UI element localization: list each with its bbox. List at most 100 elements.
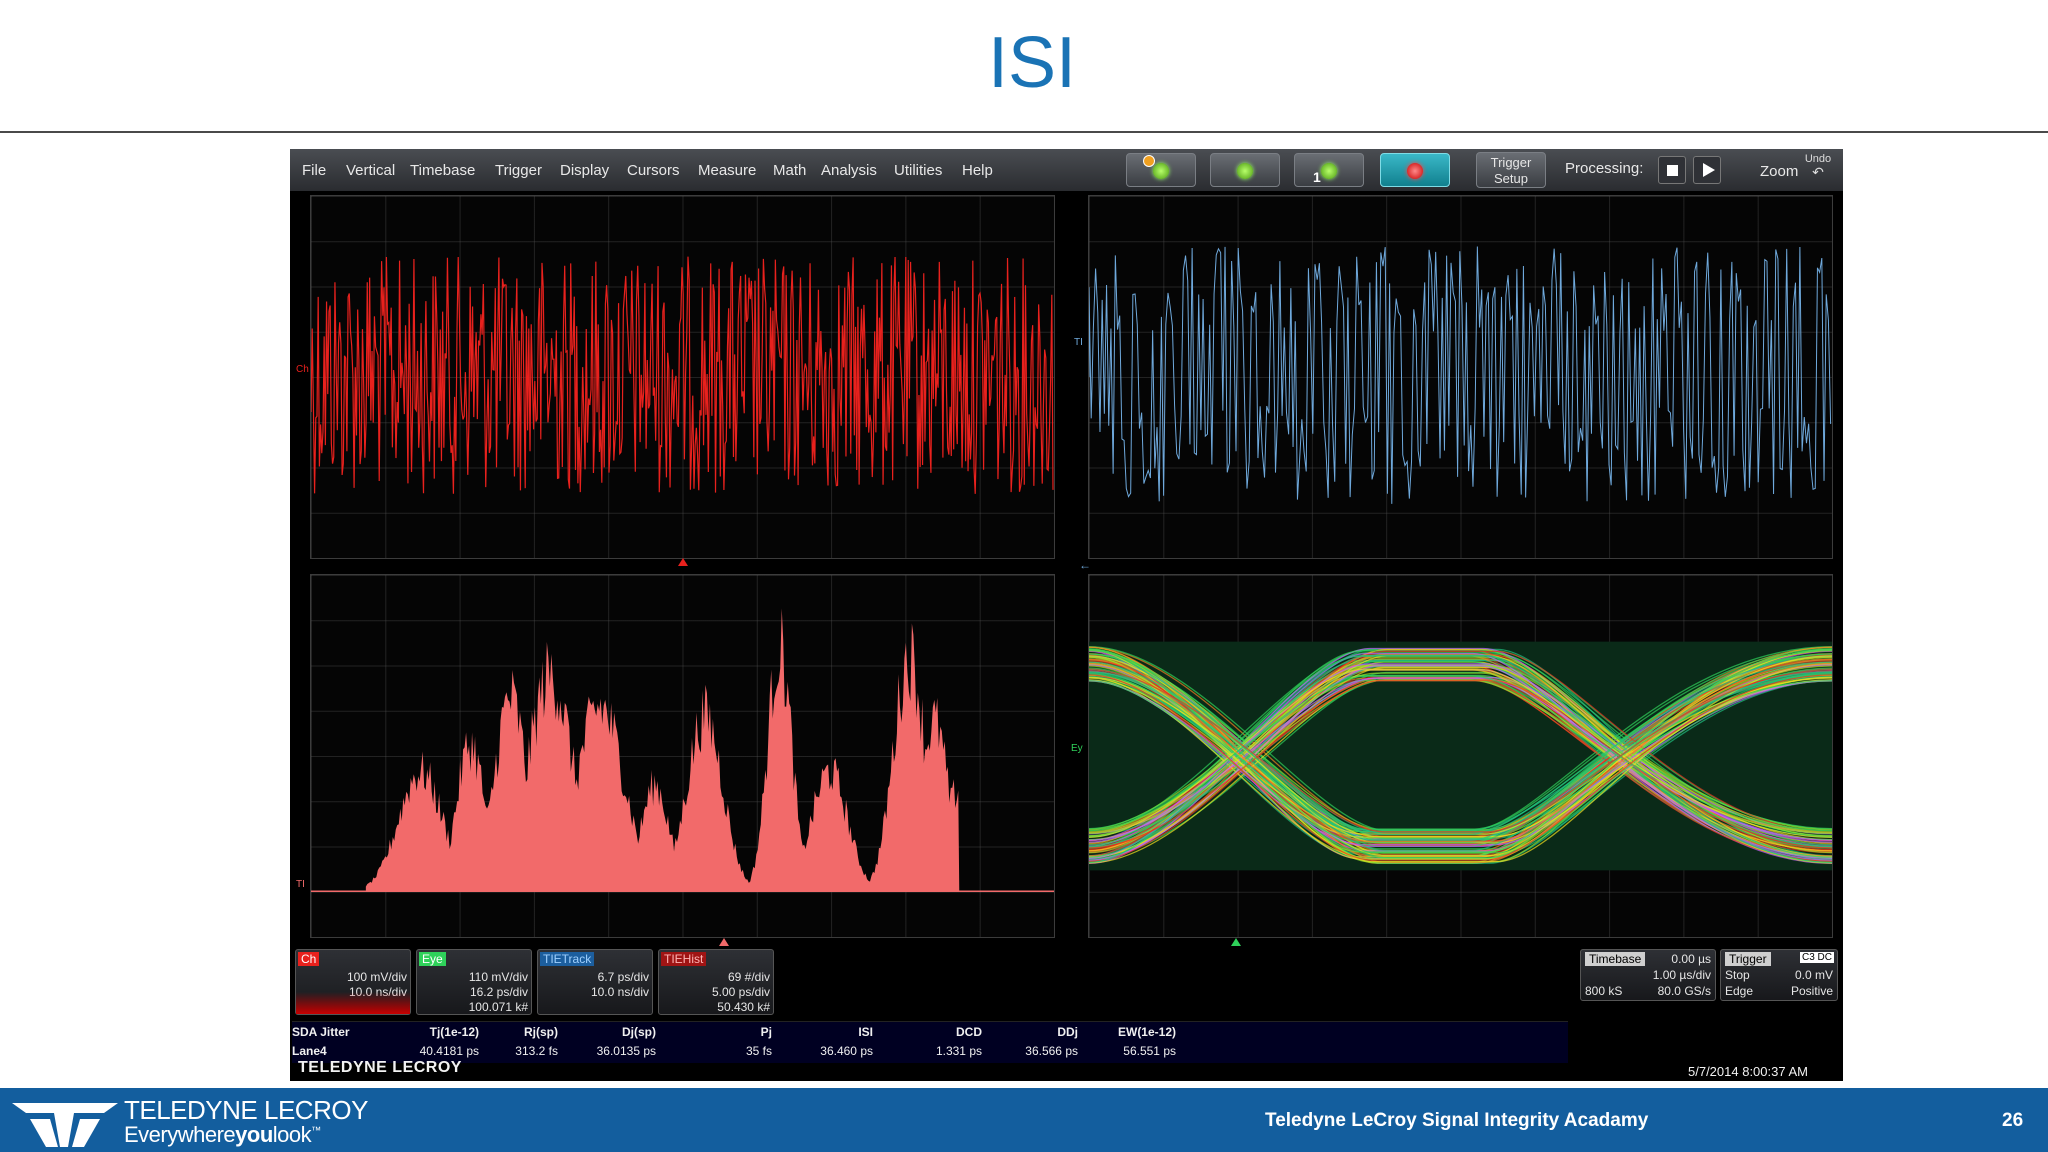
menu-vertical[interactable]: Vertical — [346, 162, 396, 179]
trigger-setup-button[interactable]: Trigger Setup — [1476, 152, 1546, 188]
footer-academy-title: Teledyne LeCroy Signal Integrity Acadamy — [1265, 1110, 1649, 1131]
eye-diagram-grid[interactable] — [1088, 574, 1833, 938]
badge-value: 50.430 k# — [717, 1000, 770, 1014]
trigger-slope: Positive — [1790, 984, 1833, 998]
trigger-box[interactable]: Trigger C3 DC Stop 0.0 mV Edge Positive — [1720, 949, 1838, 1001]
measure-value: 56.551 ps — [1123, 1044, 1176, 1058]
eye-trace — [1089, 654, 1832, 858]
timebase-box[interactable]: Timebase 0.00 µs 1.00 µs/div 800 kS 80.0… — [1580, 949, 1716, 1001]
menu-utilities[interactable]: Utilities — [894, 162, 943, 179]
histogram-area — [365, 608, 960, 892]
footer-brand-name: TELEDYNE LECROY — [124, 1095, 368, 1125]
measure-value: 36.0135 ps — [596, 1044, 656, 1058]
badge-value: 100 mV/div — [346, 970, 407, 984]
tie-track-grid-label: TI — [1074, 337, 1083, 348]
oscilloscope-screen: File Vertical Timebase Trigger Display C… — [290, 149, 1843, 1081]
eye-grid-label: Ey — [1071, 743, 1083, 754]
trigger-label: Trigger — [1725, 952, 1771, 966]
auto-trigger-button[interactable] — [1210, 153, 1280, 187]
zoom-button[interactable]: Zoom — [1760, 163, 1799, 180]
tie-hist-grid-label: TI — [296, 879, 305, 890]
channel-badge-tietrack[interactable]: TIETrack 6.7 ps/div 10.0 ns/div — [537, 949, 653, 1015]
clock-icon — [1143, 155, 1155, 167]
scope-brand-logo: TELEDYNE LECROY — [298, 1059, 462, 1076]
stop-led-icon — [1407, 163, 1423, 179]
badge-value: 5.00 ps/div — [711, 985, 770, 999]
channel-badge-tiehist[interactable]: TIEHist 69 #/div 5.00 ps/div 50.430 k# — [658, 949, 774, 1015]
measure-header: Pj — [760, 1025, 772, 1039]
title-divider — [0, 131, 2048, 133]
trigger-marker-icon — [678, 558, 688, 566]
eye-trace — [1089, 646, 1832, 832]
channel-trace — [311, 256, 1054, 494]
trigger-type: Edge — [1725, 984, 1754, 998]
eye-trace — [1089, 679, 1832, 849]
measure-row-label: Lane4 — [292, 1044, 327, 1058]
menu-help[interactable]: Help — [962, 162, 993, 179]
eye-trace — [1089, 650, 1832, 834]
menu-cursors[interactable]: Cursors — [627, 162, 680, 179]
measure-value: 1.331 ps — [935, 1044, 982, 1058]
status-led-icon — [1321, 163, 1337, 179]
timebase-rate: 80.0 GS/s — [1657, 984, 1711, 998]
timestamp: 5/7/2014 8:00:37 AM — [1688, 1064, 1808, 1079]
badge-value: 10.0 ns/div — [590, 985, 649, 999]
eye-trace — [1089, 664, 1832, 830]
badge-value: 6.7 ps/div — [597, 970, 649, 984]
channel-badge-eye[interactable]: Eye 110 mV/div 16.2 ps/div 100.071 k# — [416, 949, 532, 1015]
undo-label: Undo — [1804, 153, 1832, 165]
menu-display[interactable]: Display — [560, 162, 610, 179]
timebase-samples: 800 kS — [1585, 984, 1623, 998]
measure-header: DCD — [956, 1025, 982, 1039]
timebase-label: Timebase — [1585, 952, 1646, 966]
menu-analysis[interactable]: Analysis — [821, 162, 877, 179]
menu-file[interactable]: File — [302, 162, 327, 179]
measure-value: 36.460 ps — [820, 1044, 873, 1058]
channel-waveform-grid[interactable] — [310, 195, 1055, 559]
run-processing-button[interactable] — [1693, 156, 1721, 184]
page-number: 26 — [2002, 1110, 2024, 1131]
trigger-setup-line1: Trigger — [1490, 155, 1532, 170]
footer-tagline: Everywhereyoulook™ — [124, 1122, 321, 1147]
menu-math[interactable]: Math — [773, 162, 807, 179]
stop-processing-button[interactable] — [1658, 156, 1686, 184]
tie-track-grid[interactable] — [1088, 195, 1833, 559]
eye-trace — [1089, 672, 1832, 834]
tie-histogram-grid[interactable] — [310, 574, 1055, 938]
status-led-icon — [1237, 163, 1253, 179]
measure-value: 36.566 ps — [1025, 1044, 1078, 1058]
eye-trace — [1089, 665, 1832, 861]
eye-trace — [1089, 676, 1832, 854]
badge-value: 69 #/div — [727, 970, 770, 984]
trigger-level: 0.0 mV — [1794, 968, 1833, 982]
badge-value: 110 mV/div — [468, 970, 528, 984]
undo-button[interactable]: Undo ↶ — [1800, 153, 1836, 187]
auto-setup-button[interactable] — [1126, 153, 1196, 187]
channel-badge-ch[interactable]: Ch 100 mV/div 10.0 ns/div — [295, 949, 411, 1015]
badge-value: 16.2 ps/div — [469, 985, 528, 999]
menu-bar: File Vertical Timebase Trigger Display C… — [290, 149, 1843, 191]
menu-measure[interactable]: Measure — [698, 162, 757, 179]
eye-trace — [1089, 677, 1832, 841]
tie-track-trace — [1089, 246, 1832, 504]
status-led-icon — [1153, 163, 1169, 179]
trigger-setup-line2: Setup — [1494, 171, 1528, 186]
measure-header: DDj — [1057, 1025, 1078, 1039]
measurement-table[interactable]: SDA Jitter Tj(1e-12) Rj(sp) Dj(sp) Pj IS… — [292, 1021, 1568, 1063]
measure-value: 35 fs — [745, 1044, 772, 1058]
measure-header: Tj(1e-12) — [429, 1025, 479, 1039]
stop-trigger-button[interactable] — [1380, 153, 1450, 187]
hist-marker-icon — [719, 938, 729, 946]
eye-trace — [1089, 679, 1832, 843]
tagline-part: you — [235, 1122, 273, 1147]
menu-trigger[interactable]: Trigger — [495, 162, 542, 179]
teledyne-logo-icon — [12, 1103, 118, 1147]
tie-histogram — [311, 608, 1054, 892]
measure-header: ISI — [858, 1025, 873, 1039]
tagline-part: Everywhere — [124, 1122, 236, 1147]
measure-header: Dj(sp) — [622, 1025, 656, 1039]
single-trigger-button[interactable]: 1 — [1294, 153, 1364, 187]
trigger-mode: Stop — [1725, 968, 1750, 982]
menu-timebase[interactable]: Timebase — [410, 162, 476, 179]
